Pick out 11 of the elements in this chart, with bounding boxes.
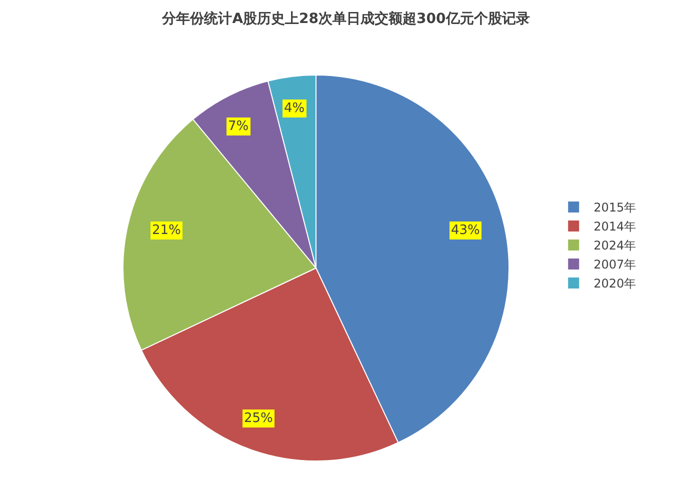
chart-title: 分年份统计A股历史上28次单日成交额超300亿元个股记录 xyxy=(161,10,530,27)
data-label: 21% xyxy=(152,223,181,238)
data-label: 43% xyxy=(451,223,480,238)
legend-label: 2024年 xyxy=(594,238,636,253)
data-label: 4% xyxy=(284,101,305,116)
legend-label: 2014年 xyxy=(594,220,636,234)
data-label: 25% xyxy=(244,411,273,426)
legend-label: 2015年 xyxy=(594,200,636,215)
data-label: 7% xyxy=(228,119,249,134)
legend-label: 2007年 xyxy=(594,258,636,272)
legend-label: 2020年 xyxy=(594,276,636,291)
